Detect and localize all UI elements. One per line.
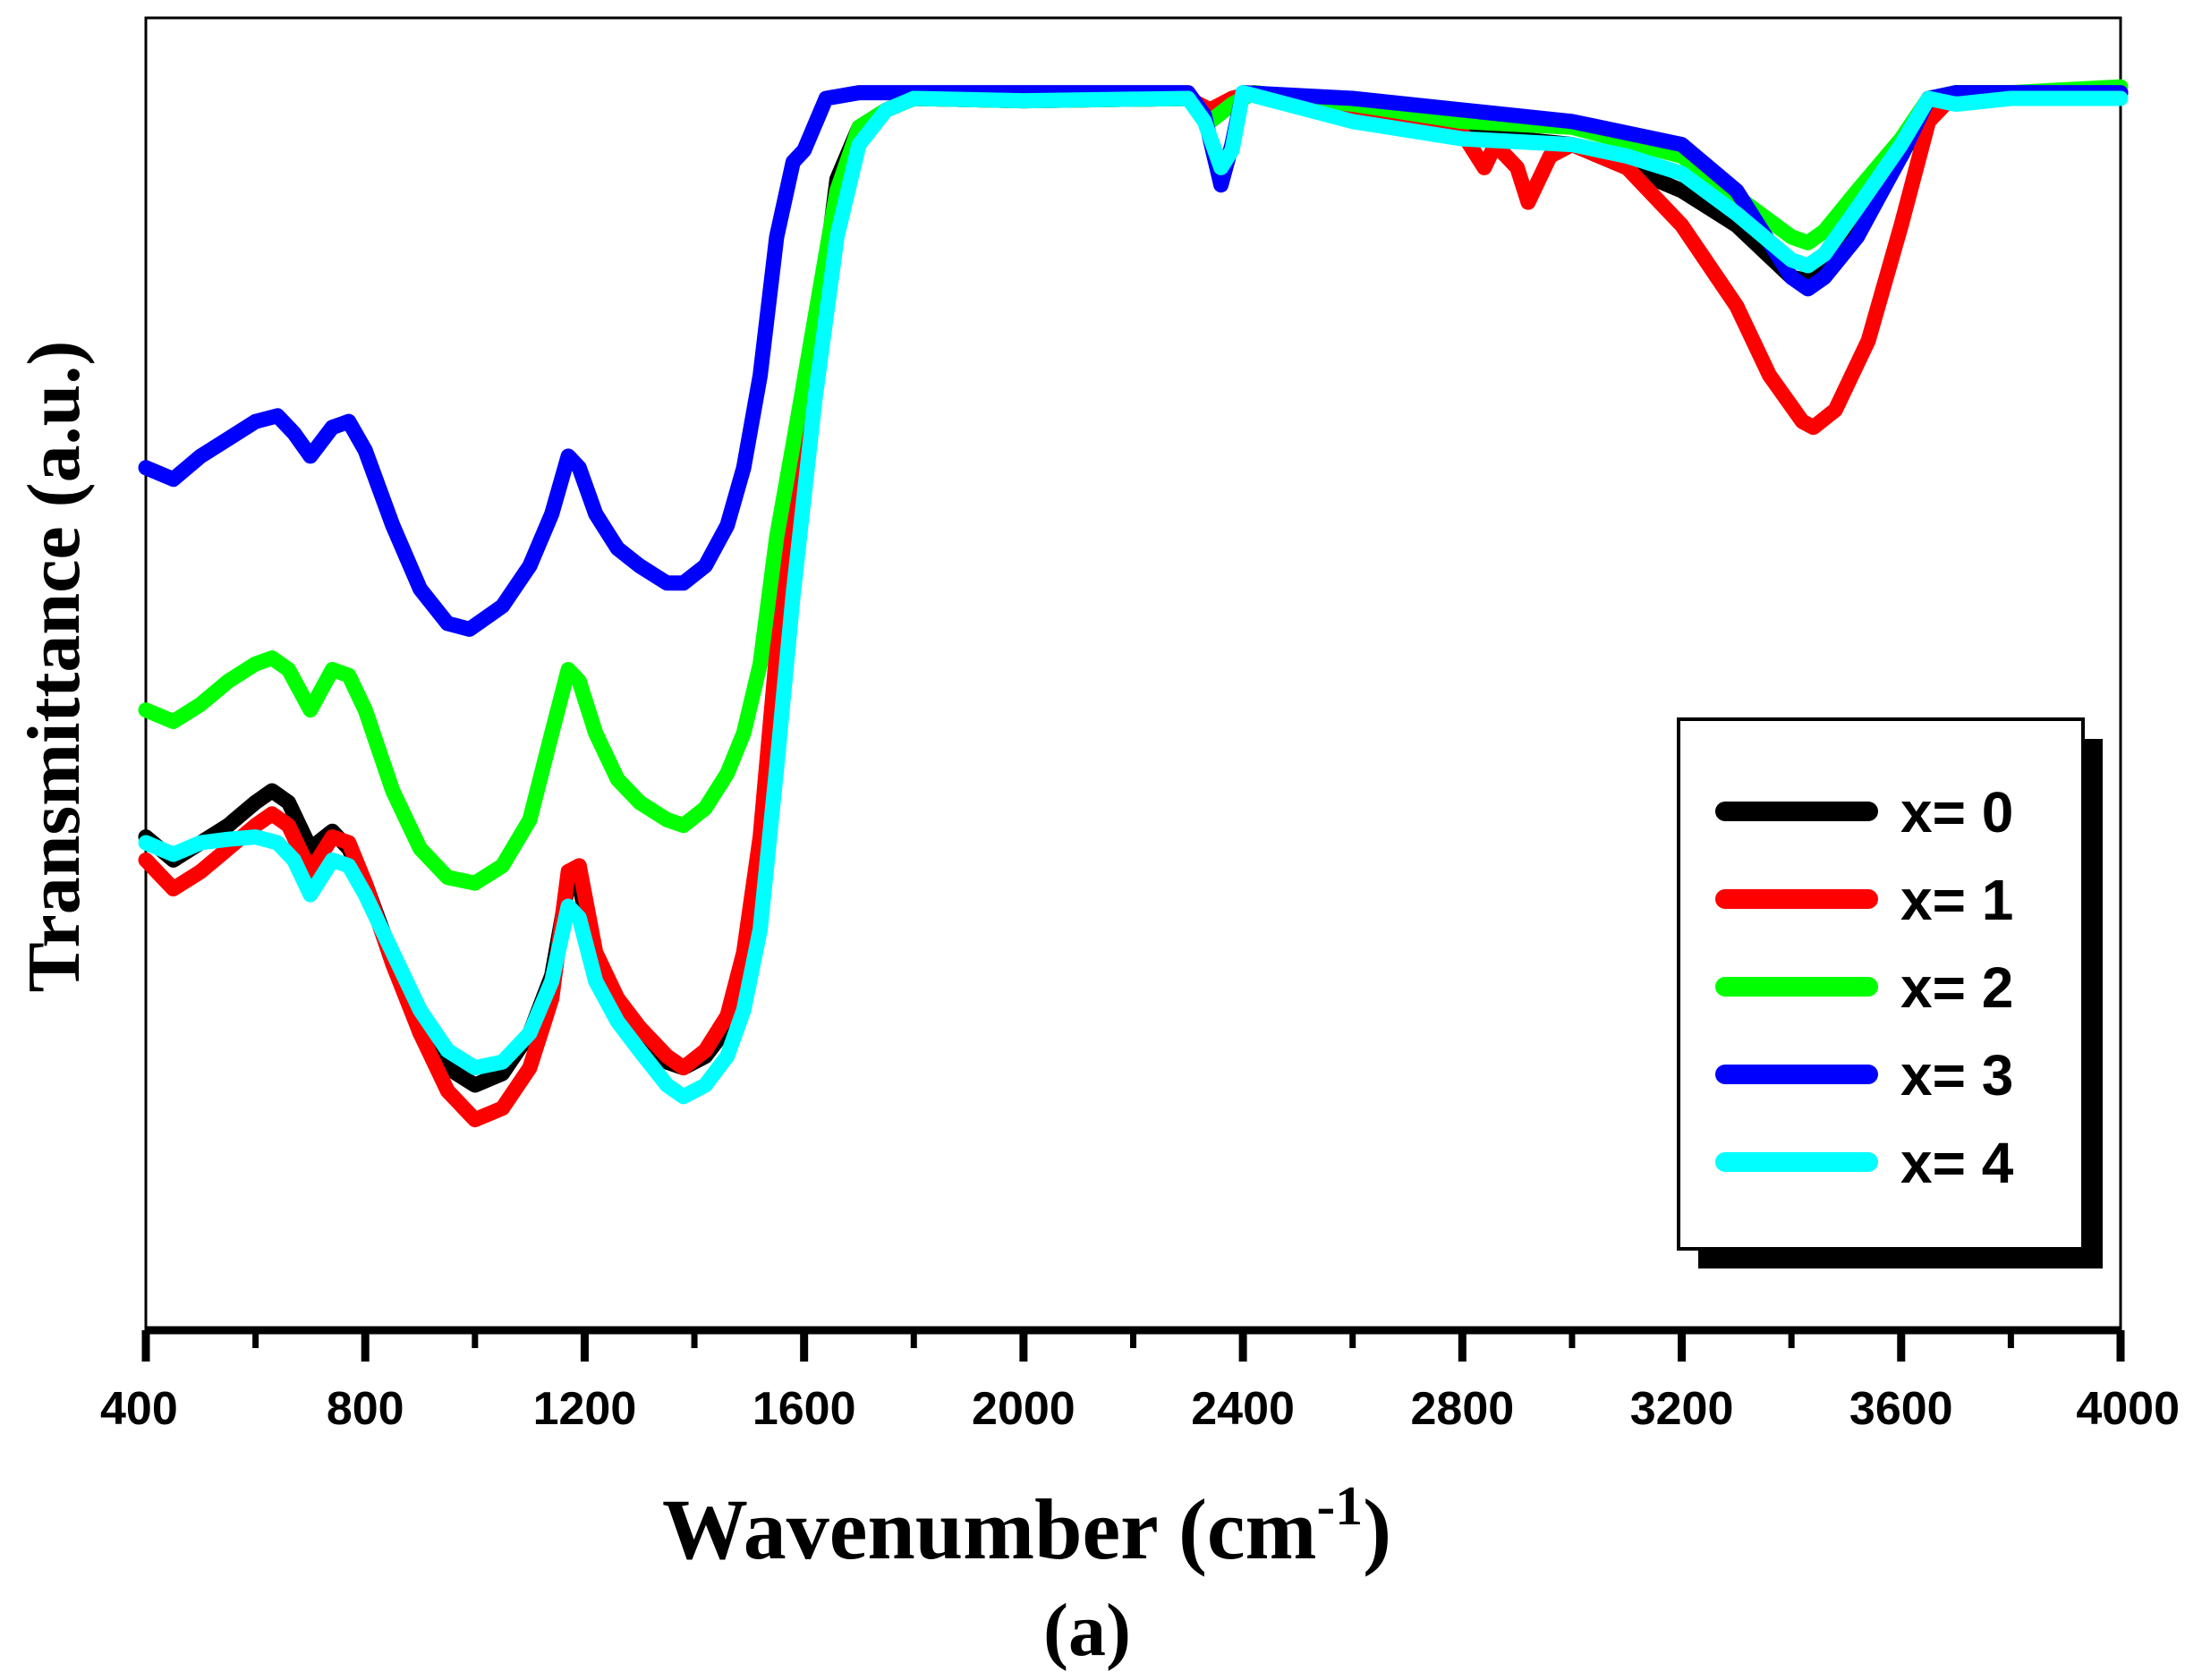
series-line-4 (138, 85, 2129, 1105)
x-tick-label: 1600 (752, 1383, 856, 1435)
figure-sublabel: (a) (1043, 1589, 1131, 1672)
legend-label: x= 4 (1900, 1131, 2014, 1195)
x-axis-label-main: Wavenumber (cm (662, 1481, 1316, 1577)
legend-entries: x= 0 x= 1 x= 2 x= 3 x= 4 (1715, 780, 2014, 1195)
x-tick-label: 800 (327, 1383, 404, 1435)
legend-label: x= 1 (1900, 868, 2013, 932)
series-line-3 (138, 85, 2129, 637)
x-tick-label: 2000 (972, 1383, 1075, 1435)
x-axis-label-sup: -1 (1316, 1476, 1363, 1537)
x-tick-label: 400 (100, 1383, 178, 1435)
x-tick-label: 2800 (1410, 1383, 1514, 1435)
legend-label: x= 0 (1900, 780, 2013, 844)
x-tick-label: 3600 (1849, 1383, 1953, 1435)
x-tick-label: 3200 (1630, 1383, 1734, 1435)
x-tick-label: 1200 (533, 1383, 637, 1435)
legend-label: x= 3 (1900, 1043, 2013, 1107)
legend-label: x= 2 (1900, 955, 2013, 1020)
x-tick-label: 4000 (2076, 1383, 2180, 1435)
legend: x= 0 x= 1 x= 2 x= 3 x= 4 (1677, 717, 2103, 1268)
x-axis-label: Wavenumber (cm-1) (662, 1476, 1391, 1577)
series-layer (138, 79, 2129, 1128)
x-tick-label: 2400 (1191, 1383, 1295, 1435)
x-axis-label-close: ) (1363, 1481, 1391, 1577)
x-ticks: 400 800 1200 1600 2000 2400 2800 3200 3600 4000 (100, 1330, 2180, 1435)
y-axis-label: Transmittance (a.u.) (13, 341, 96, 993)
